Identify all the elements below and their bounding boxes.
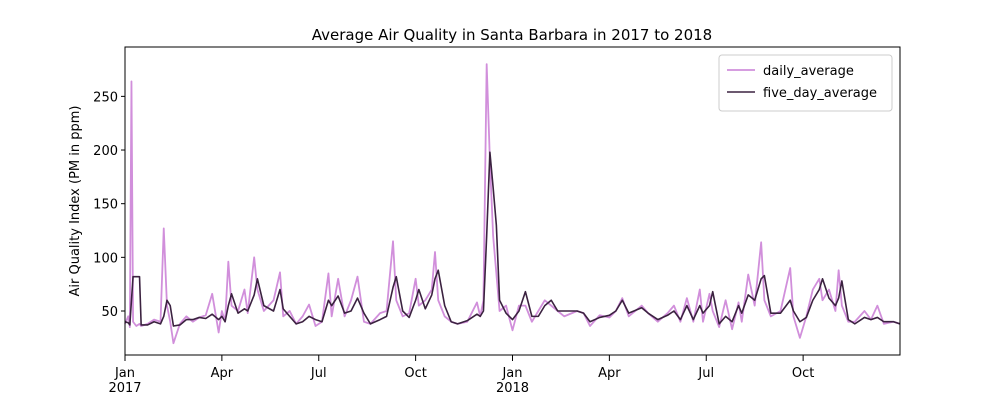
y-tick-label: 100	[93, 251, 118, 266]
legend-label: five_day_average	[763, 86, 877, 101]
y-tick-label: 150	[93, 198, 118, 213]
y-tick-label: 50	[101, 305, 118, 320]
x-tick-label: Apr	[211, 366, 234, 381]
y-tick-label: 250	[93, 90, 118, 105]
x-tick-year: 2017	[108, 381, 141, 396]
x-tick-label: Apr	[598, 366, 621, 381]
chart-title: Average Air Quality in Santa Barbara in …	[312, 26, 712, 44]
x-tick-year: 2018	[496, 381, 529, 396]
legend-label: daily_average	[763, 64, 854, 79]
x-tick-label: Oct	[404, 366, 426, 381]
x-tick-label: Jul	[697, 366, 714, 381]
legend-box	[718, 54, 893, 112]
y-tick-label: 200	[93, 144, 118, 159]
x-tick-label: Jan	[114, 366, 135, 381]
series-line	[124, 151, 901, 327]
x-tick-label: Jul	[310, 366, 327, 381]
x-tick-label: Oct	[792, 366, 814, 381]
y-axis-label: Air Quality Index (PM in ppm)	[68, 106, 83, 297]
plot-frame	[124, 46, 901, 356]
x-tick-label: Jan	[501, 366, 522, 381]
